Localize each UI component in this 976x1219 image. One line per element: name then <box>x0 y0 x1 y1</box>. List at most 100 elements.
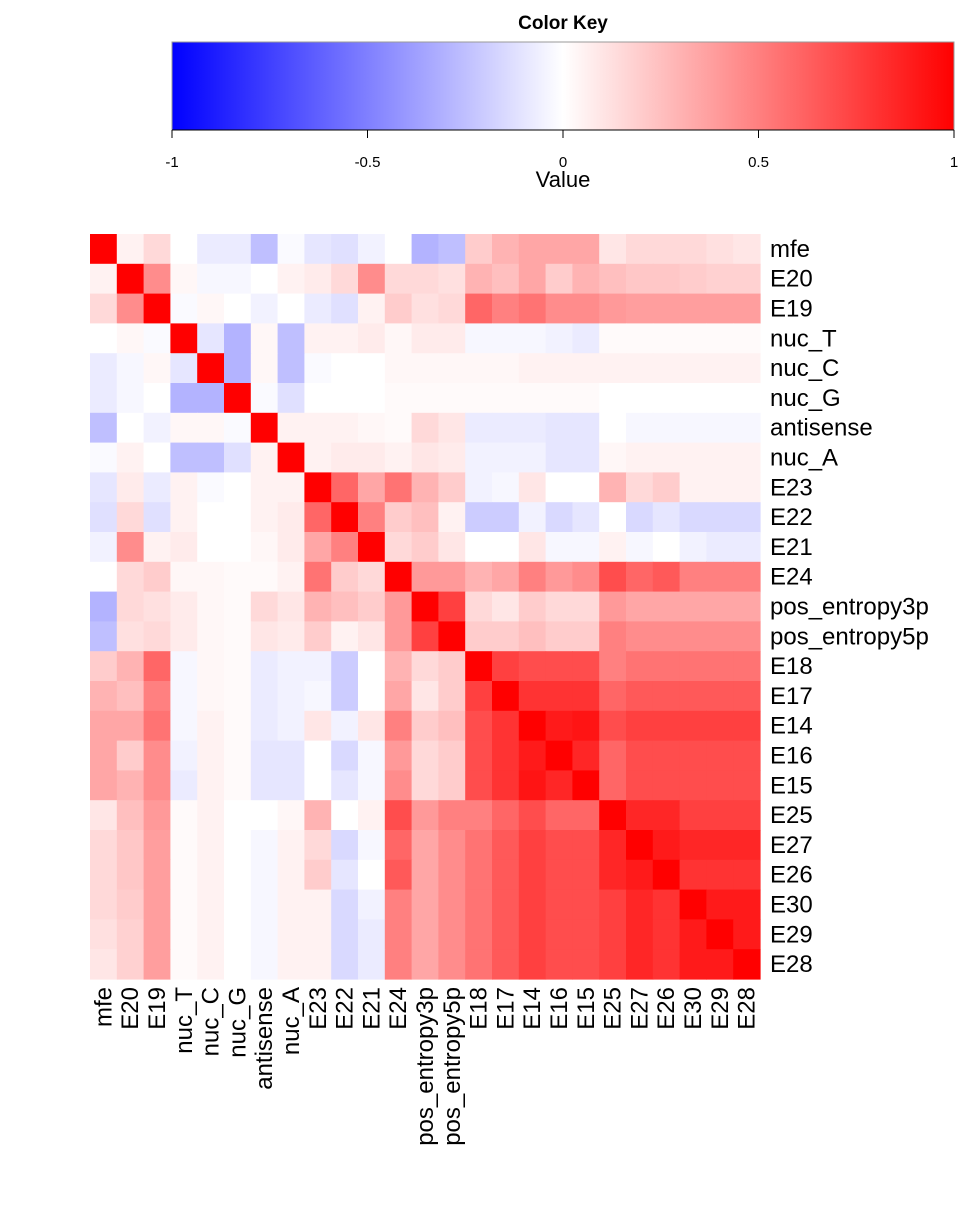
column-label: E19 <box>144 987 171 1030</box>
heatmap-cell <box>143 681 171 712</box>
heatmap-cell <box>304 800 332 831</box>
heatmap-cell <box>652 949 681 980</box>
heatmap-cell <box>652 621 681 652</box>
heatmap-cell <box>224 740 252 771</box>
heatmap-cell <box>170 293 198 324</box>
heatmap-cell <box>545 263 573 295</box>
heatmap-cell <box>438 889 466 920</box>
heatmap-cell <box>331 293 359 324</box>
heatmap-cell <box>358 353 386 384</box>
heatmap-cell <box>706 323 734 354</box>
heatmap-cell <box>90 889 118 920</box>
column-label: nuc_G <box>224 987 251 1058</box>
heatmap-cell <box>465 919 493 950</box>
heatmap-cell <box>518 681 547 712</box>
heatmap-cell <box>518 561 547 593</box>
column-label: E24 <box>385 987 412 1030</box>
heatmap-cell <box>224 681 252 712</box>
heatmap-cell <box>331 502 359 533</box>
heatmap-cell <box>679 532 707 563</box>
heatmap-cell <box>331 710 359 742</box>
heatmap-cell <box>438 800 466 831</box>
heatmap-cell <box>197 532 225 563</box>
heatmap-cell <box>706 442 734 473</box>
heatmap-cell <box>572 800 600 831</box>
heatmap-cell <box>652 770 681 801</box>
heatmap-cell <box>197 740 225 771</box>
heatmap-cell <box>706 770 734 801</box>
heatmap-cell <box>492 353 520 384</box>
heatmap-cell <box>518 919 547 950</box>
heatmap-cell <box>518 889 547 920</box>
heatmap-cell <box>250 383 279 414</box>
heatmap-cell <box>733 621 761 652</box>
heatmap-cell <box>465 681 493 712</box>
heatmap-cell <box>331 919 359 950</box>
column-label: nuc_T <box>171 987 198 1054</box>
heatmap-cell <box>277 323 305 354</box>
heatmap-cell <box>170 949 198 980</box>
heatmap-cell <box>358 293 386 324</box>
heatmap-cell <box>599 859 627 891</box>
heatmap-cell <box>518 263 547 295</box>
heatmap-cell <box>304 383 332 414</box>
heatmap-cell <box>599 561 627 593</box>
heatmap-cell <box>384 234 413 265</box>
heatmap-cell <box>250 532 279 563</box>
heatmap-cell <box>679 442 707 473</box>
heatmap-cell <box>197 234 225 265</box>
heatmap-cell <box>492 561 520 593</box>
heatmap-cell <box>384 949 413 980</box>
heatmap-cell <box>652 502 681 533</box>
heatmap-cell <box>518 591 547 622</box>
heatmap-cell <box>197 323 225 354</box>
heatmap-cell <box>706 293 734 324</box>
heatmap-cell <box>438 770 466 801</box>
heatmap-cell <box>652 561 681 593</box>
heatmap-cell <box>465 830 493 861</box>
heatmap-cell <box>331 830 359 861</box>
heatmap-cell <box>626 621 654 652</box>
column-label: nuc_C <box>198 987 225 1056</box>
heatmap-cell <box>572 234 600 265</box>
heatmap-cell <box>250 919 279 950</box>
heatmap-cell <box>706 591 734 622</box>
heatmap-cell <box>224 532 252 563</box>
heatmap-cell <box>465 859 493 891</box>
heatmap-cell <box>465 710 493 742</box>
heatmap-cell <box>572 472 600 503</box>
heatmap-cell <box>599 830 627 861</box>
heatmap-cell <box>90 234 118 265</box>
heatmap-cell <box>277 919 305 950</box>
heatmap-cell <box>492 740 520 771</box>
heatmap-cell <box>438 442 466 473</box>
column-label: E22 <box>332 987 359 1030</box>
heatmap-cell <box>518 293 547 324</box>
heatmap-cell <box>384 800 413 831</box>
heatmap-cell <box>358 710 386 742</box>
heatmap-cell <box>384 353 413 384</box>
heatmap-cell <box>411 651 439 682</box>
heatmap-cell <box>277 502 305 533</box>
heatmap-cell <box>733 681 761 712</box>
heatmap-cell <box>224 383 252 414</box>
heatmap-cell <box>706 949 734 980</box>
heatmap-cell <box>304 532 332 563</box>
heatmap-cell <box>224 263 252 295</box>
heatmap-cell <box>679 710 707 742</box>
heatmap-cell <box>304 651 332 682</box>
heatmap-cell <box>652 323 681 354</box>
heatmap-cell <box>411 442 439 473</box>
heatmap-cell <box>224 591 252 622</box>
heatmap-cell <box>116 293 145 324</box>
heatmap-cell <box>733 472 761 503</box>
heatmap-cell <box>626 412 654 444</box>
heatmap-cell <box>358 949 386 980</box>
heatmap-cell <box>116 353 145 384</box>
column-label: E16 <box>546 987 573 1030</box>
heatmap-cell <box>733 502 761 533</box>
heatmap-cell <box>384 472 413 503</box>
heatmap-cell <box>572 770 600 801</box>
heatmap-cell <box>572 561 600 593</box>
heatmap-cell <box>170 740 198 771</box>
